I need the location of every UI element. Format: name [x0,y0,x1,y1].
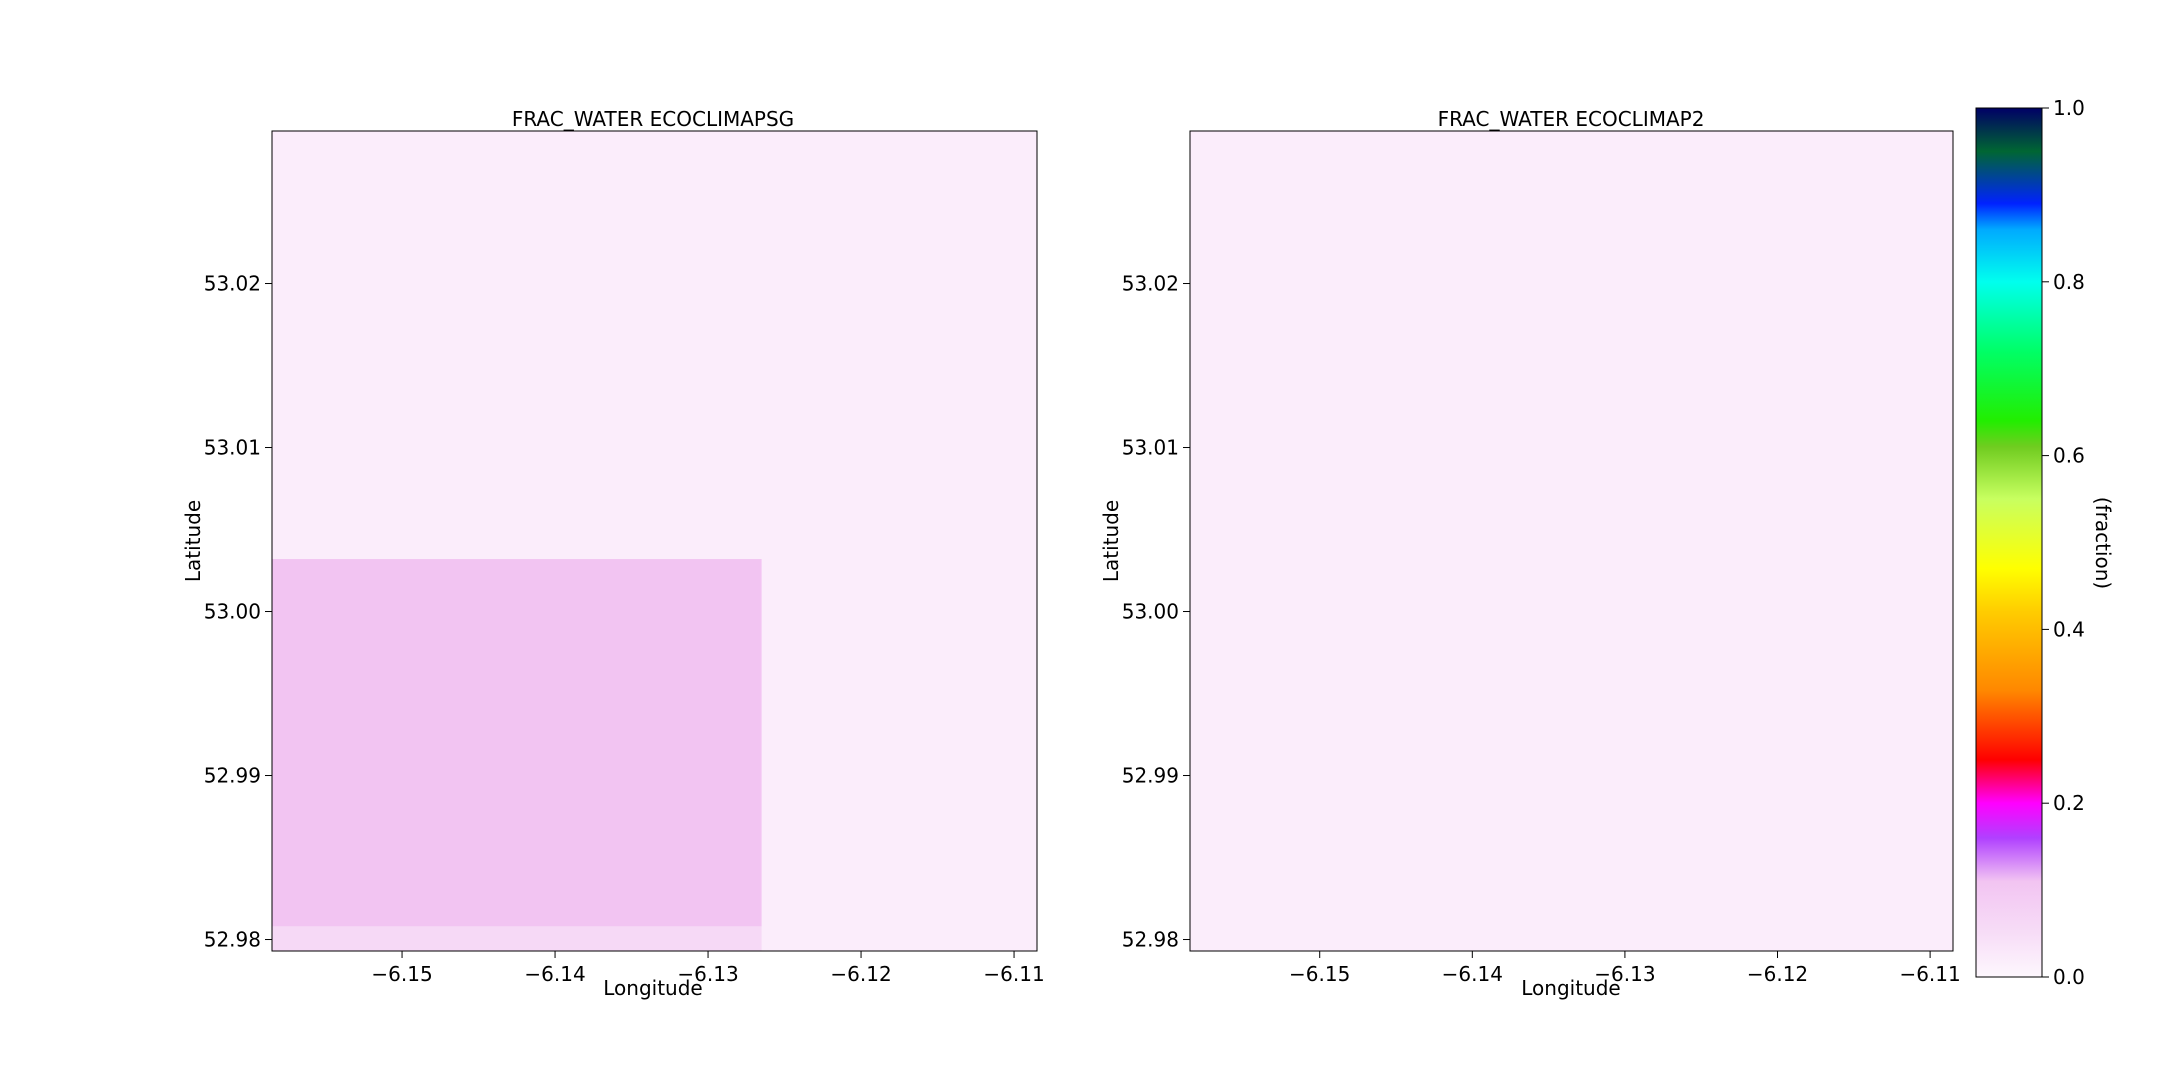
colorbar-tick-label: 0.6 [2053,444,2085,468]
y-tick-label: 52.98 [1122,928,1179,952]
colorbar-tick-label: 1.0 [2053,96,2085,120]
colorbar-tick-label: 0.4 [2053,617,2085,641]
y-tick-label: 52.98 [204,928,261,952]
y-tick-label: 53.00 [1122,600,1179,624]
y-axis-label: Latitude [181,500,205,582]
y-axis-label: Latitude [1099,500,1123,582]
colorbar-tick-label: 0.2 [2053,791,2085,815]
y-tick-label: 53.01 [1122,436,1179,460]
y-tick-label: 53.01 [204,436,261,460]
x-tick-label: −6.14 [524,962,585,986]
x-tick-label: −6.13 [1594,962,1655,986]
y-tick-label: 53.00 [204,600,261,624]
colorbar-tick-label: 0.8 [2053,270,2085,294]
x-tick-label: −6.11 [1899,962,1960,986]
colorbar-tick-label: 0.0 [2053,965,2085,989]
x-tick-label: −6.15 [1289,962,1350,986]
heatmap-panel-ecoclimapsg: FRAC_WATER ECOCLIMAPSG Longitude Latitud… [181,107,1045,1000]
colorbar-label: (fraction) [2091,497,2115,589]
x-tick-label: −6.15 [371,962,432,986]
y-tick-label: 53.02 [204,272,261,296]
x-tick-label: −6.12 [830,962,891,986]
y-tick-label: 52.99 [204,764,261,788]
x-tick-label: −6.12 [1747,962,1808,986]
x-axis-label: Longitude [603,976,702,1000]
heatmap-background-cell [1190,131,1953,951]
heatmap-cell [272,926,762,951]
axes-frame [271,130,1038,952]
x-tick-label: −6.11 [983,962,1044,986]
x-tick-label: −6.13 [677,962,738,986]
colorbar-gradient [1975,107,2043,978]
panel-title: FRAC_WATER ECOCLIMAPSG [512,107,794,131]
x-tick-label: −6.14 [1442,962,1503,986]
panel-title: FRAC_WATER ECOCLIMAP2 [1438,107,1705,131]
x-axis-label: Longitude [1521,976,1620,1000]
heatmap-cell [272,559,762,927]
axes-frame [1189,130,1954,952]
colorbar: (fraction) 0.0 0.2 0.4 0.6 0.8 1.0 [1975,96,2115,989]
y-tick-label: 53.02 [1122,272,1179,296]
heatmap-panel-ecoclimap2: FRAC_WATER ECOCLIMAP2 Longitude Latitude… [1099,107,1961,1000]
y-tick-label: 52.99 [1122,764,1179,788]
